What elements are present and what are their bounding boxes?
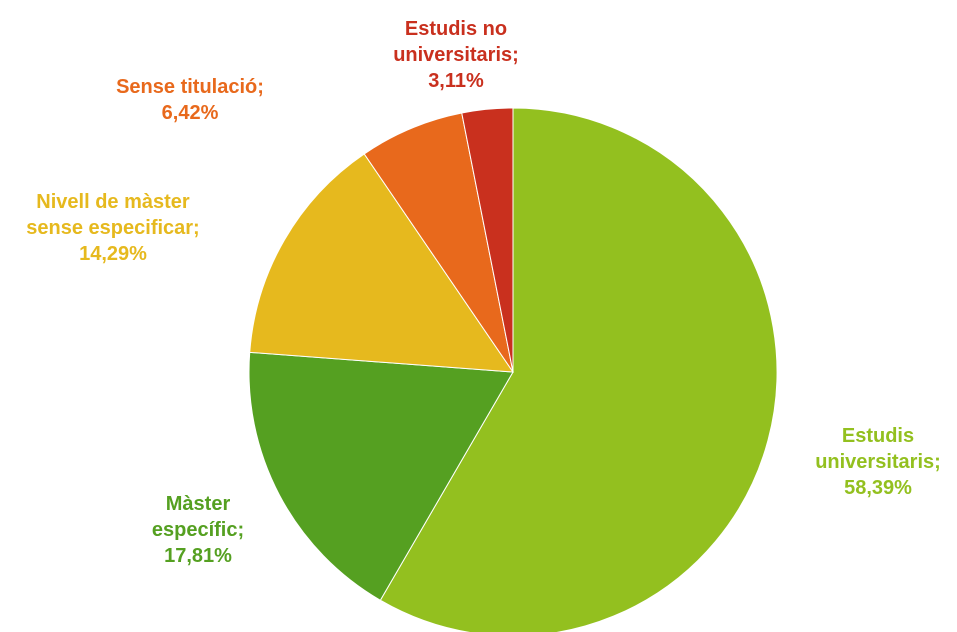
slice-label: Nivell de màster sense especificar; 14,29… [23, 189, 203, 267]
slice-label: Màster específic; 17,81% [138, 491, 258, 569]
slice-label: Sense titulació; 6,42% [95, 74, 285, 126]
pie-slice [379, 107, 778, 632]
value-label: 17,81% [164, 545, 232, 567]
slice-label: Estudis no universitaris; 3,11% [371, 16, 541, 94]
pie-slice [249, 153, 514, 373]
pie-slice [248, 351, 514, 601]
value-label: 14,29% [79, 243, 147, 265]
pie-slice [461, 107, 514, 373]
category-label: Nivell de màster sense especificar; [26, 191, 200, 239]
value-label: 58,39% [844, 477, 912, 499]
value-label: 6,42% [161, 102, 219, 124]
category-label: Estudis no universitaris; [393, 18, 519, 66]
category-label: Estudis universitaris; [815, 425, 941, 473]
category-label: Sense titulació; [116, 76, 264, 98]
value-label: 3,11% [428, 70, 484, 92]
category-label: Màster específic; [151, 493, 245, 541]
slice-label: Estudis universitaris; 58,39% [798, 423, 957, 501]
